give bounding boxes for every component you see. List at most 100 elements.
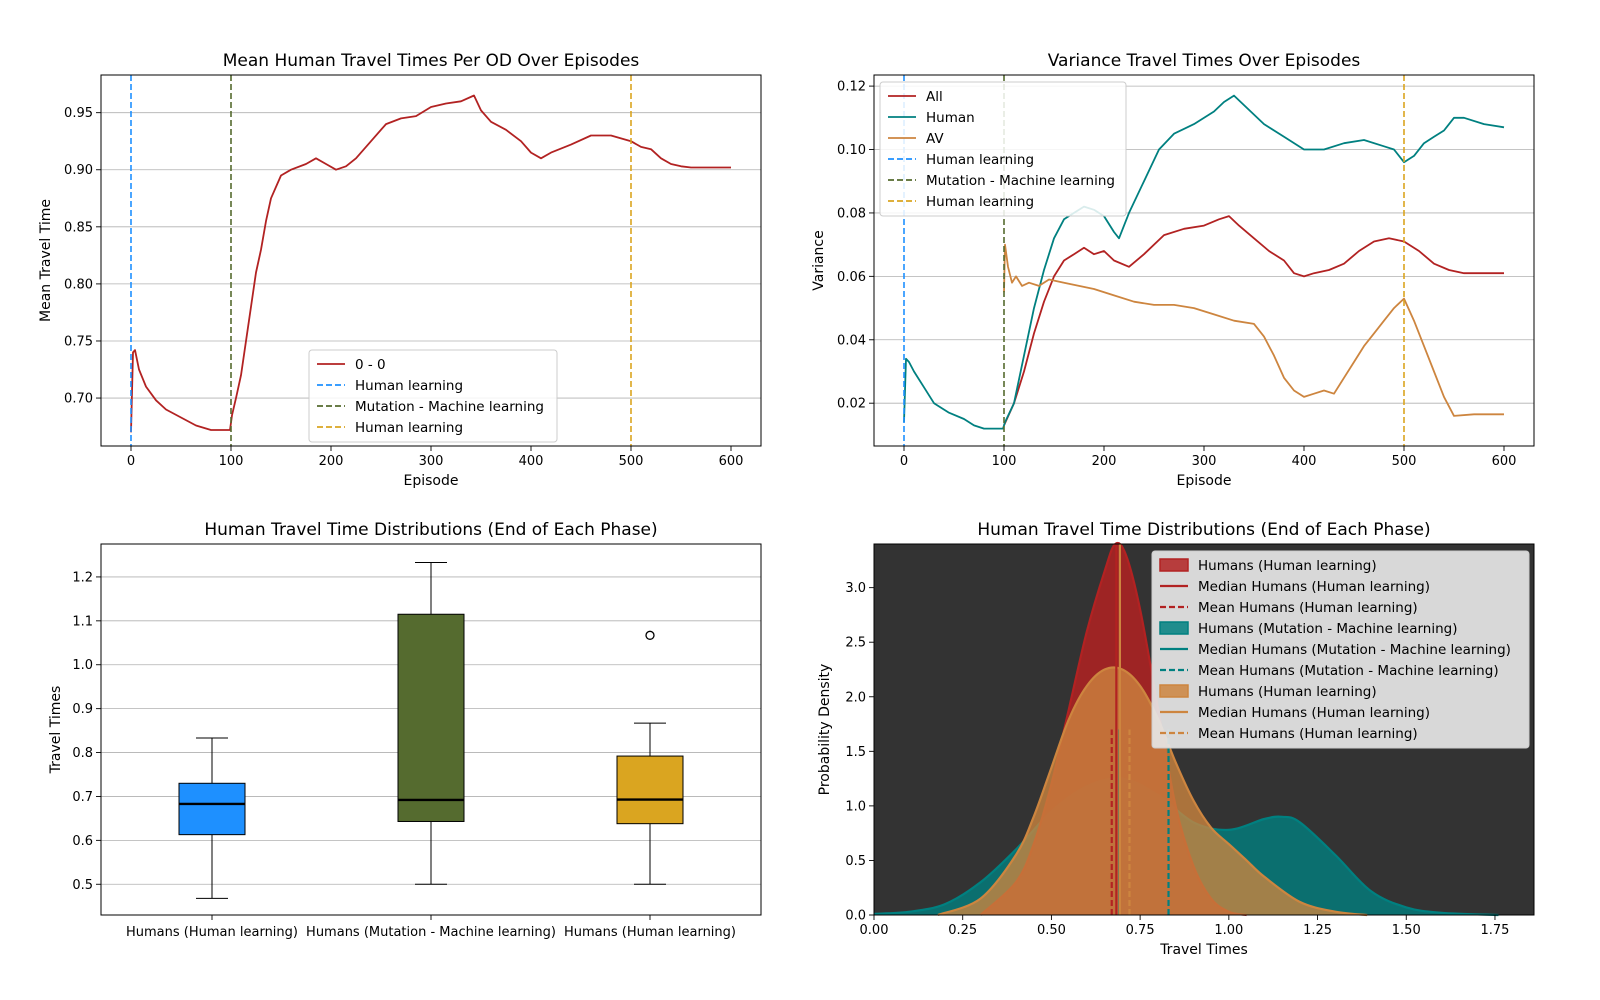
x-axis-label: Episode xyxy=(1177,473,1232,489)
legend-box xyxy=(1151,550,1530,749)
y-tick-label: 1.0 xyxy=(845,799,866,814)
axes-frame xyxy=(873,543,1535,916)
chart-title: Human Travel Time Distributions (End of … xyxy=(977,520,1430,540)
x-tick-label: 100 xyxy=(992,454,1017,469)
legend-swatch-0 xyxy=(1159,558,1189,572)
x-tick-label: 1.00 xyxy=(1214,923,1243,938)
y-tick-label: 0.10 xyxy=(837,143,866,158)
legend-label-6: Humans (Human learning) xyxy=(1198,684,1377,700)
x-tick-label: 0.75 xyxy=(1126,923,1155,938)
x-tick-label: 0.50 xyxy=(1037,923,1066,938)
legend-label-0: Humans (Human learning) xyxy=(1198,558,1377,574)
y-tick-label: 0.0 xyxy=(845,909,866,924)
x-tick-label: 300 xyxy=(419,454,444,469)
y-tick-label: 0.80 xyxy=(64,277,93,292)
x-tick-label: 300 xyxy=(1192,454,1217,469)
y-tick-label: 0.6 xyxy=(72,834,93,849)
x-tick-label: 400 xyxy=(519,454,544,469)
legend-label-3: Human learning xyxy=(355,420,463,436)
x-tick-label: 200 xyxy=(319,454,344,469)
x-tick-label: 400 xyxy=(1292,454,1317,469)
box-3: Humans (Human learning) xyxy=(564,630,736,940)
x-tick-label: 1.50 xyxy=(1392,923,1421,938)
y-tick-label: 0.08 xyxy=(837,206,866,221)
box-body xyxy=(616,755,684,825)
legend: 0 - 0 Human learning Mutation - Machine le… xyxy=(308,349,558,443)
series-line-0 xyxy=(130,94,731,433)
y-axis-label: Travel Times xyxy=(48,686,64,775)
legend-label-2: Mean Humans (Human learning) xyxy=(1198,600,1418,616)
chart-4: 0.0 0.5 1.0 1.5 2.0 2.5 3.0 0.00 0.25 0.50 0.75 1.0… xyxy=(817,520,1535,958)
x-tick-label: 100 xyxy=(219,454,244,469)
x-tick-label: 600 xyxy=(719,454,744,469)
y-tick-label: 1.5 xyxy=(845,745,866,760)
y-axis-label: Variance xyxy=(811,230,827,290)
density-area-2 xyxy=(937,667,1368,915)
plot-area xyxy=(130,75,731,446)
y-tick-label: 0.02 xyxy=(837,397,866,412)
y-tick-label: 0.5 xyxy=(72,878,93,893)
y-axis-label: Mean Travel Time xyxy=(38,199,54,322)
chart-3: Humans (Human learning) Humans (Mutation … xyxy=(48,520,762,940)
legend-label-1: Human xyxy=(926,110,975,126)
y-axis-label: Probability Density xyxy=(817,664,833,796)
legend-label-1: Median Humans (Human learning) xyxy=(1198,579,1430,595)
x-tick-label: 200 xyxy=(1092,454,1117,469)
ticks: 0.02 0.04 0.06 0.08 0.10 0.12 0 100 200 300 400 500… xyxy=(837,80,1516,469)
axes-frame xyxy=(100,74,762,447)
density-line-2 xyxy=(937,666,1368,917)
legend-label-4: Mutation - Machine learning xyxy=(926,173,1115,189)
legend-label-0: 0 - 0 xyxy=(355,357,386,373)
outlier-point xyxy=(645,630,655,640)
chart-title: Variance Travel Times Over Episodes xyxy=(1048,51,1361,71)
chart-2: 0.02 0.04 0.06 0.08 0.10 0.12 0 100 200 300 400 500… xyxy=(811,51,1535,489)
y-tick-label: 1.2 xyxy=(72,570,93,585)
ticks: 0.5 0.6 0.7 0.8 0.9 1.0 1.1 1.2 xyxy=(72,570,101,893)
x-tick-label: 1.25 xyxy=(1303,923,1332,938)
y-tick-label: 2.5 xyxy=(845,636,866,651)
legend-label-7: Median Humans (Human learning) xyxy=(1198,705,1430,721)
x-tick-label: 1.75 xyxy=(1480,923,1509,938)
y-tick-label: 0.04 xyxy=(837,333,866,348)
legend-label-1: Human learning xyxy=(355,378,463,394)
legend-label-8: Mean Humans (Human learning) xyxy=(1198,726,1418,742)
box-1: Humans (Human learning) xyxy=(126,737,298,940)
y-tick-label: 0.95 xyxy=(64,106,93,121)
axes-frame xyxy=(873,74,1535,447)
legend-label-5: Mean Humans (Mutation - Machine learning… xyxy=(1198,663,1499,679)
x-tick-label: 500 xyxy=(619,454,644,469)
ticks: 0.70 0.75 0.80 0.85 0.90 0.95 0 100 200 300 400 500… xyxy=(64,106,743,469)
series-line-2 xyxy=(1003,243,1504,417)
legend-label-2: Mutation - Machine learning xyxy=(355,399,544,415)
legend-box xyxy=(879,81,1127,217)
legend-label-3: Human learning xyxy=(926,152,1034,168)
x-axis-label: Episode xyxy=(404,473,459,489)
legend-label-2: AV xyxy=(926,131,944,147)
ticks: 0.0 0.5 1.0 1.5 2.0 2.5 3.0 0.00 0.25 0.50 0.75 1.0… xyxy=(845,581,1509,938)
legend-label-5: Human learning xyxy=(926,194,1034,210)
legend: Humans (Human learning) Median Humans (Hu… xyxy=(1151,550,1530,749)
x-axis-label: Travel Times xyxy=(1159,942,1248,958)
y-tick-label: 0.8 xyxy=(72,746,93,761)
y-tick-label: 0.12 xyxy=(837,80,866,95)
x-tick-label: Humans (Mutation - Machine learning) xyxy=(306,925,556,940)
y-tick-label: 0.9 xyxy=(72,702,93,717)
plot-area: Humans (Human learning) Humans (Mutation … xyxy=(126,561,736,940)
y-tick-label: 0.85 xyxy=(64,220,93,235)
plot-area xyxy=(903,75,1505,446)
y-tick-label: 0.90 xyxy=(64,163,93,178)
x-tick-label: 0.00 xyxy=(860,923,889,938)
chart-1: 0.70 0.75 0.80 0.85 0.90 0.95 0 100 200 300 400 500… xyxy=(38,51,762,489)
series-line-0 xyxy=(1003,215,1504,426)
x-tick-label: 0.25 xyxy=(948,923,977,938)
legend-swatch-6 xyxy=(1159,684,1189,698)
chart-title: Human Travel Time Distributions (End of … xyxy=(204,520,657,540)
y-tick-label: 0.06 xyxy=(837,270,866,285)
y-tick-label: 0.70 xyxy=(64,392,93,407)
y-tick-label: 0.75 xyxy=(64,334,93,349)
x-tick-label: 500 xyxy=(1392,454,1417,469)
y-tick-label: 1.1 xyxy=(72,614,93,629)
axes-frame xyxy=(100,543,762,916)
x-tick-label: 0 xyxy=(900,454,908,469)
box-body xyxy=(397,613,465,822)
